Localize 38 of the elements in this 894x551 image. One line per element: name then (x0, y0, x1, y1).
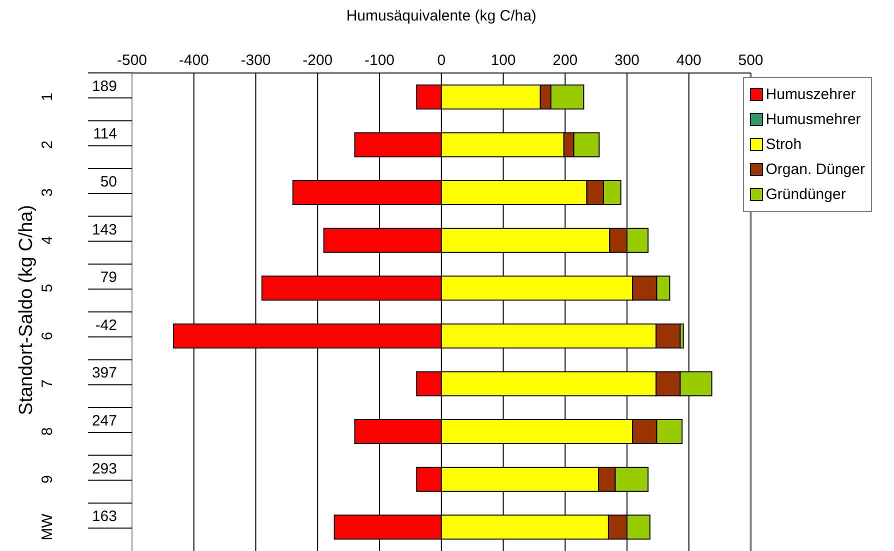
text: 397 (92, 364, 117, 382)
y-tick-label: 3 (38, 188, 56, 197)
x-tick-label: 100 (490, 52, 516, 69)
legend-label: Humuszehrer (766, 85, 856, 105)
y-tick-label: 5 (38, 284, 56, 292)
x-tick-label: -500 (116, 52, 148, 69)
x-tick-label: -300 (240, 52, 271, 69)
text: 50 (100, 174, 117, 190)
x-tick-label: 200 (552, 52, 578, 69)
y-tick-label: MW (38, 512, 56, 540)
y-tick-label: 9 (38, 475, 56, 484)
legend-label: Humusmehrer (766, 110, 861, 130)
y-axis-title: Standort-Saldo (kg C/ha) (15, 204, 38, 418)
x-tick-label: 0 (437, 52, 446, 69)
y-tick-label: 1 (38, 92, 56, 102)
y-tick-label: 7 (38, 380, 56, 388)
legend-label: Gründünger (766, 185, 846, 205)
x-tick-label: -100 (364, 52, 395, 69)
text: 114 (93, 126, 117, 143)
text: -42 (95, 316, 117, 334)
text: 143 (92, 221, 117, 238)
x-tick-label: 400 (676, 52, 702, 69)
x-tick-label: 300 (614, 52, 640, 69)
x-tick-label: 500 (738, 52, 764, 69)
y-tick-label: 2 (38, 140, 56, 149)
text: 293 (92, 460, 117, 478)
text: 189 (92, 78, 117, 95)
legend-label: Organ. Dünger (766, 160, 865, 180)
y-tick-label: 6 (38, 332, 56, 340)
text: 79 (100, 269, 117, 286)
text: 163 (92, 508, 117, 526)
text: 247 (92, 412, 117, 430)
x-tick-label: -200 (302, 52, 333, 69)
y-tick-label: 4 (38, 236, 56, 244)
legend-label: Stroh (766, 135, 802, 155)
x-tick-label: -400 (178, 52, 209, 69)
y-tick-label: 8 (38, 427, 56, 436)
x-axis-title: Humusäquivalente (kg C/ha) (346, 8, 536, 25)
